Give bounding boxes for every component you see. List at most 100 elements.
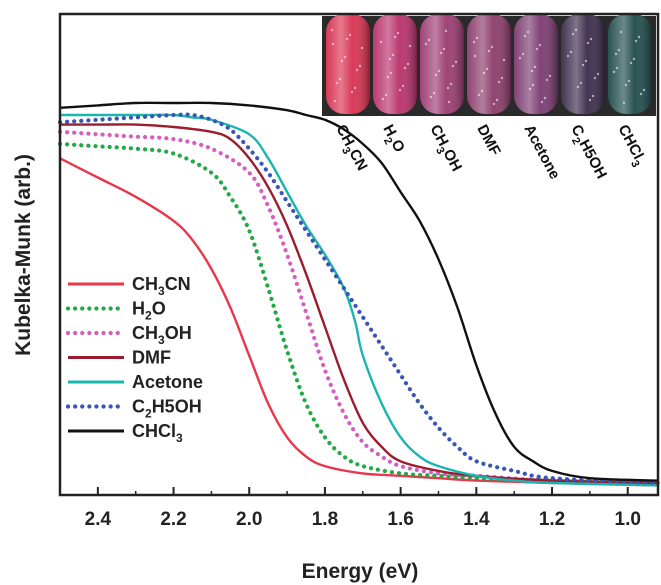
vial-sparkle <box>586 41 590 45</box>
vial-sparkle <box>384 93 388 97</box>
vial-sparkle <box>449 82 453 86</box>
legend-entry: CH3CN <box>68 274 191 298</box>
vial-sparkle <box>523 34 527 38</box>
vial-sparkle <box>637 35 641 39</box>
vial-sparkle <box>588 98 592 102</box>
series-line-ch3cn <box>59 157 659 487</box>
series-line-chcl3 <box>59 101 659 482</box>
vial-sparkle <box>389 71 393 75</box>
x-tick-label: 2.4 <box>85 509 112 530</box>
vial-sparkle <box>477 93 481 97</box>
vial-sparkle <box>530 69 534 73</box>
vial-sparkle <box>350 90 354 94</box>
vial-sparkle <box>355 68 359 72</box>
x-tick-label: 1.4 <box>463 509 490 530</box>
vial-sparkle <box>403 66 407 70</box>
vial-sparkle <box>589 37 593 41</box>
vial-sparkle <box>335 81 339 85</box>
vial-glass <box>326 14 370 114</box>
series-line-dmf <box>60 123 659 485</box>
vial-sparkle <box>521 52 525 56</box>
vial-sparkle <box>330 28 334 32</box>
vial-sparkle <box>492 102 496 106</box>
vial-sparkle <box>447 100 451 104</box>
vial-glass <box>514 14 558 114</box>
series-line-c2h5oh <box>57 112 661 486</box>
legend-label: Acetone <box>132 372 203 392</box>
vial-sparkle <box>591 94 595 98</box>
vial-sparkle <box>518 56 522 60</box>
vial-glass <box>420 14 464 114</box>
vial-sparkle <box>331 42 335 46</box>
vial-sparkle <box>622 101 626 105</box>
vial-sparkle <box>429 95 433 99</box>
vial-sparkle <box>615 66 619 70</box>
vial-sparkle <box>566 54 570 58</box>
vial-sparkle <box>437 69 441 73</box>
vial-sparkle <box>634 39 638 43</box>
vial-sparkle <box>497 80 501 84</box>
vial-sparkle <box>446 86 450 90</box>
vial-sparkle <box>393 35 397 39</box>
vial-sparkle <box>391 53 395 57</box>
vial-sparkle <box>612 70 616 74</box>
legend-entry: DMF <box>68 348 171 368</box>
vial-sparkle <box>424 42 428 46</box>
vial-sparkle <box>379 40 383 44</box>
y-axis-title: Kubelka-Munk (arb.) <box>12 154 35 356</box>
vial-sparkle <box>584 59 588 63</box>
vial-sparkle <box>427 38 431 42</box>
vial-sparkle <box>432 91 436 95</box>
legend-label: CH3OH <box>132 323 192 347</box>
legend-label: H2O <box>132 299 166 323</box>
vial-sparkle <box>348 33 352 37</box>
vial-sparkle <box>576 85 580 89</box>
vial-sparkle <box>388 57 392 61</box>
vial-sparkle <box>340 59 344 63</box>
vial-sparkle <box>386 75 390 79</box>
vial: H2O <box>373 14 417 155</box>
legend-label: DMF <box>132 348 171 368</box>
vial-sparkle <box>360 46 364 50</box>
vial-sparkle <box>533 65 537 69</box>
vial-sparkle <box>629 61 633 65</box>
legend-entry: H2O <box>65 299 166 323</box>
x-axis: 2.4 2.2 2.0 1.8 1.6 1.4 1.2 1.0 <box>59 487 641 530</box>
vial-sparkle <box>545 78 549 82</box>
x-tick-label: 1.2 <box>539 509 565 530</box>
legend-entry: CH3OH <box>65 323 192 347</box>
vial-sparkle <box>442 47 446 51</box>
vial-sparkle <box>579 81 583 85</box>
legend-label: CH3CN <box>132 274 191 298</box>
vial: CH3OH <box>420 14 465 174</box>
vial-sparkle <box>619 30 623 34</box>
vial-sparkle <box>485 67 489 71</box>
vial-sparkle <box>617 48 621 52</box>
vial-sparkle <box>473 54 477 58</box>
vial-sparkle <box>454 60 458 64</box>
vial-sparkle <box>353 86 357 90</box>
vial-sparkle <box>358 64 362 68</box>
x-tick-label: 1.0 <box>615 509 641 530</box>
legend-label: C2H5OH <box>132 397 202 421</box>
vial-sparkle <box>480 89 484 93</box>
vial-sparkle <box>401 84 405 88</box>
vial-sparkle <box>396 31 400 35</box>
vial-sparkle <box>569 50 573 54</box>
vial-sparkle <box>444 29 448 33</box>
vial-sparkle <box>345 37 349 41</box>
vial-sparkle <box>639 92 643 96</box>
vial-sparkle <box>343 55 347 59</box>
vial-sparkle <box>472 40 476 44</box>
x-tick-label: 2.2 <box>160 509 186 530</box>
vial-sparkle <box>398 88 402 92</box>
vial-sparkle <box>408 44 412 48</box>
vial-sparkle <box>627 79 631 83</box>
vial-sparkle <box>543 96 547 100</box>
vial-sparkle <box>434 73 438 77</box>
vial-sparkle <box>381 97 385 101</box>
vial-sparkle <box>624 83 628 87</box>
vial-sparkle <box>490 45 494 49</box>
vial-sparkle <box>451 64 455 68</box>
